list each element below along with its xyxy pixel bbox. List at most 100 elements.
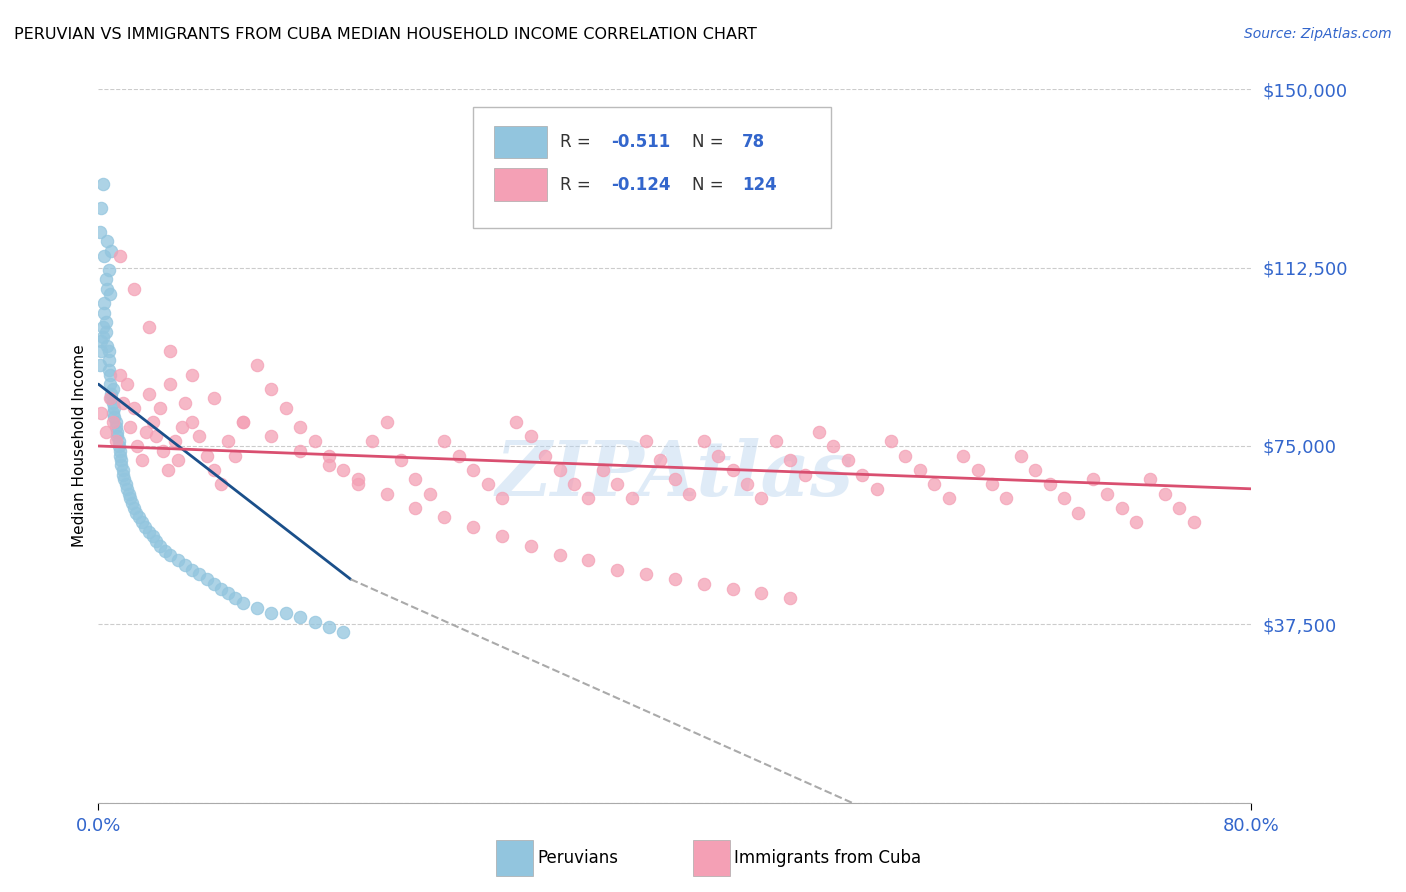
Point (318, 458, 340, 472)
Point (562, 477, 585, 491)
Point (110, 458, 132, 472)
Point (94, 325, 117, 339)
Point (1067, 506, 1090, 520)
Point (751, 586, 773, 600)
Point (290, 420, 312, 434)
Point (477, 477, 499, 491)
Point (981, 477, 1004, 491)
Point (578, 553, 600, 567)
Point (100, 386, 122, 401)
Point (1111, 500, 1133, 515)
Point (90, 201, 112, 215)
Point (894, 449, 917, 463)
Point (104, 420, 127, 434)
Point (94, 272, 117, 286)
Point (111, 396, 134, 410)
Point (145, 534, 167, 549)
Point (121, 496, 143, 510)
Point (149, 539, 172, 553)
Point (908, 463, 931, 477)
Point (578, 491, 600, 506)
Point (880, 434, 903, 449)
Point (209, 477, 232, 491)
Point (405, 500, 427, 515)
Point (1168, 500, 1191, 515)
Point (100, 244, 122, 258)
Point (1024, 463, 1046, 477)
Point (419, 486, 441, 500)
Point (142, 529, 165, 543)
Point (1125, 515, 1147, 529)
Point (128, 510, 150, 524)
Point (108, 249, 131, 263)
Point (97, 263, 120, 277)
Point (124, 282, 146, 296)
Point (174, 558, 197, 572)
Point (202, 577, 225, 591)
Point (650, 453, 672, 467)
Point (117, 482, 138, 496)
Point (93, 249, 115, 263)
Point (125, 506, 148, 520)
Point (195, 449, 218, 463)
Point (246, 358, 269, 372)
Y-axis label: Median Household Income: Median Household Income (72, 344, 87, 548)
Point (290, 610, 312, 624)
FancyBboxPatch shape (494, 126, 547, 159)
Point (405, 472, 427, 486)
Text: Immigrants from Cuba: Immigrants from Cuba (734, 849, 921, 867)
Point (202, 392, 225, 406)
Point (89, 225, 111, 239)
Point (114, 477, 136, 491)
Text: -0.124: -0.124 (612, 176, 671, 194)
Point (118, 486, 141, 500)
Point (96, 235, 118, 249)
Point (274, 606, 297, 620)
Point (707, 449, 730, 463)
Point (922, 477, 945, 491)
Point (1153, 486, 1175, 500)
Point (94, 315, 117, 329)
Point (721, 582, 744, 596)
Point (693, 434, 716, 449)
Point (181, 563, 204, 577)
Point (93, 296, 115, 310)
Text: -0.511: -0.511 (612, 133, 671, 151)
Point (120, 420, 142, 434)
Point (224, 591, 246, 606)
Point (124, 500, 146, 515)
Point (105, 429, 128, 443)
Point (120, 491, 142, 506)
Point (188, 429, 211, 443)
Point (170, 420, 193, 434)
Point (142, 415, 165, 429)
Point (124, 401, 146, 415)
Point (664, 572, 686, 586)
Point (231, 415, 254, 429)
Point (134, 520, 156, 534)
Point (260, 606, 283, 620)
Point (90, 406, 112, 420)
Point (461, 463, 484, 477)
Point (91, 320, 114, 334)
Point (389, 453, 412, 467)
FancyBboxPatch shape (472, 107, 831, 228)
Point (166, 453, 188, 467)
Point (110, 453, 132, 467)
Point (274, 401, 297, 415)
Point (520, 429, 543, 443)
Point (592, 463, 614, 477)
Point (112, 472, 135, 486)
Point (91, 329, 114, 343)
Point (1053, 491, 1076, 506)
Point (664, 472, 686, 486)
Point (751, 491, 773, 506)
Text: N =: N = (692, 133, 730, 151)
Point (111, 463, 134, 477)
Point (96, 282, 118, 296)
Point (548, 549, 571, 563)
Point (108, 449, 131, 463)
Point (104, 434, 127, 449)
Point (636, 434, 658, 449)
Point (163, 434, 186, 449)
